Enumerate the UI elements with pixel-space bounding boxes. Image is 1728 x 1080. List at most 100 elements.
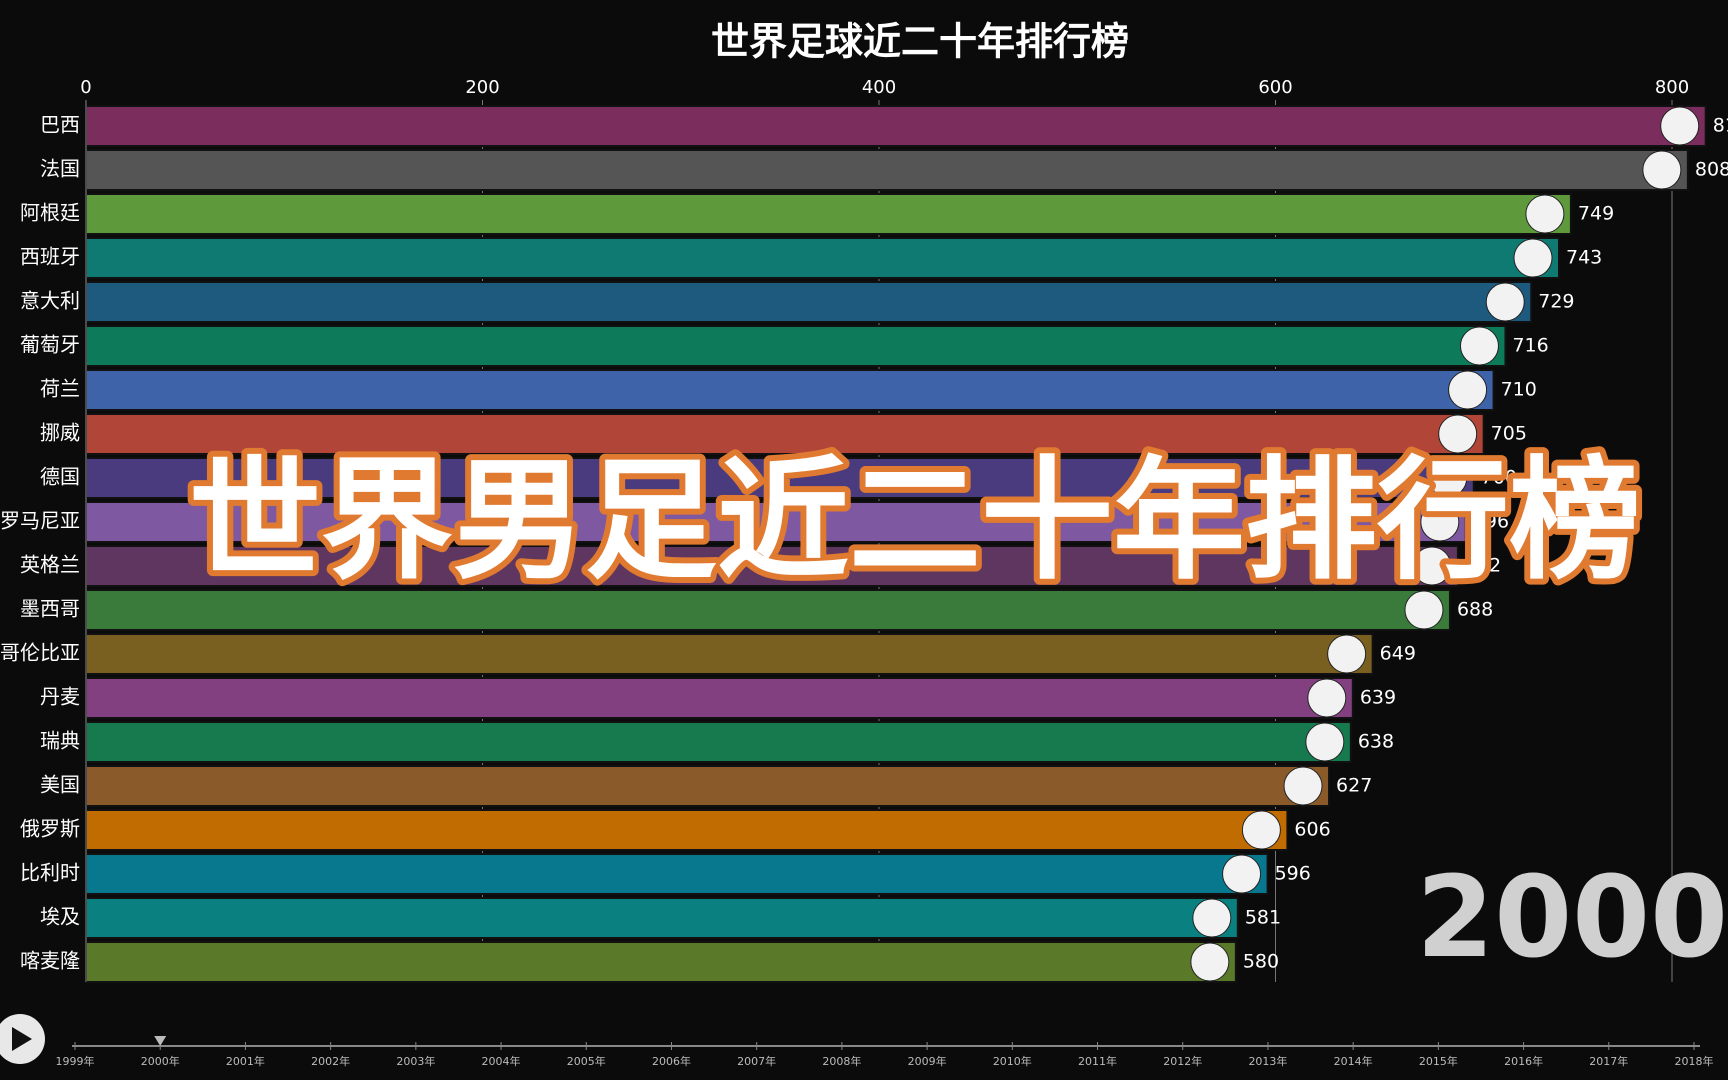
bar <box>85 633 1374 675</box>
value-label: 749 <box>1578 203 1614 225</box>
value-label: 692 <box>1465 555 1501 577</box>
timeline-label: 2002年 <box>311 1054 350 1068</box>
bar <box>85 853 1269 895</box>
flag <box>1412 546 1452 586</box>
flag <box>1448 370 1488 410</box>
category-label: 埃及 <box>40 905 80 929</box>
value-label: 638 <box>1358 731 1394 753</box>
timeline-label: 2003年 <box>396 1054 435 1068</box>
flag <box>1222 854 1262 894</box>
flag <box>1404 590 1444 630</box>
category-label: 德国 <box>40 465 80 489</box>
timeline-label: 2008年 <box>822 1054 861 1068</box>
category-label: 葡萄牙 <box>20 333 80 357</box>
bar <box>85 149 1689 191</box>
flag <box>1283 766 1323 806</box>
timeline-label: 2001年 <box>226 1054 265 1068</box>
flag <box>1642 150 1682 190</box>
x-tick-label: 0 <box>80 77 91 98</box>
category-label: 阿根廷 <box>20 201 80 225</box>
value-label: 649 <box>1380 643 1416 665</box>
category-label: 法国 <box>40 157 80 181</box>
category-label: 俄罗斯 <box>20 817 80 841</box>
category-label: 巴西 <box>40 113 80 137</box>
bar <box>85 237 1560 279</box>
category-label: 哥伦比亚 <box>0 641 80 665</box>
value-label: 696 <box>1473 511 1509 533</box>
value-label: 808 <box>1695 159 1728 181</box>
value-label: 700 <box>1481 467 1517 489</box>
timeline-label: 2009年 <box>908 1054 947 1068</box>
timeline-label: 2004年 <box>482 1054 521 1068</box>
play-button[interactable] <box>0 1014 45 1064</box>
timeline-marker <box>154 1036 167 1046</box>
timeline-label: 2016年 <box>1504 1054 1543 1068</box>
value-label: 817 <box>1713 115 1728 137</box>
timeline-label: 2011年 <box>1078 1054 1117 1068</box>
bar <box>85 369 1495 411</box>
flag <box>1525 194 1565 234</box>
flag <box>1438 414 1478 454</box>
flag <box>1241 810 1281 850</box>
value-label: 716 <box>1512 335 1548 357</box>
category-label: 罗马尼亚 <box>0 509 80 533</box>
bar <box>85 589 1451 631</box>
bar <box>85 765 1331 807</box>
flag <box>1190 942 1230 982</box>
value-label: 729 <box>1538 291 1574 313</box>
timeline-label: 2000年 <box>141 1054 180 1068</box>
flag <box>1660 106 1700 146</box>
timeline-label: 2010年 <box>993 1054 1032 1068</box>
current-year: 2000 <box>1416 853 1728 983</box>
value-label: 705 <box>1491 423 1527 445</box>
bars: 巴西 817 法国 808 阿根廷 749 西班牙 743 意大利 729 葡萄牙 716 荷兰 710 挪… <box>0 105 1728 983</box>
timeline-label: 2014年 <box>1334 1054 1373 1068</box>
timeline-label: 1999年 <box>56 1054 95 1068</box>
value-label: 581 <box>1245 907 1281 929</box>
bar <box>85 941 1237 983</box>
category-label: 挪威 <box>40 421 80 445</box>
value-label: 580 <box>1243 951 1279 973</box>
bar <box>85 193 1572 235</box>
bar <box>85 105 1707 147</box>
x-tick-label: 800 <box>1655 77 1689 98</box>
flag <box>1459 326 1499 366</box>
flag <box>1485 282 1525 322</box>
timeline: 1999年 2000年 2001年 2002年 2003年 2004年 2005年 2006年… <box>56 1036 1714 1068</box>
flag <box>1305 722 1345 762</box>
bar <box>85 677 1354 719</box>
category-label: 意大利 <box>20 289 80 313</box>
bar <box>85 545 1459 587</box>
timeline-label: 2007年 <box>737 1054 776 1068</box>
value-label: 596 <box>1275 863 1311 885</box>
timeline-label: 2006年 <box>652 1054 691 1068</box>
flag <box>1327 634 1367 674</box>
value-label: 606 <box>1294 819 1330 841</box>
timeline-label: 2005年 <box>567 1054 606 1068</box>
category-label: 比利时 <box>20 861 80 885</box>
value-label: 688 <box>1457 599 1493 621</box>
timeline-label: 2017年 <box>1589 1054 1628 1068</box>
x-tick-label: 200 <box>465 77 499 98</box>
timeline-label: 2018年 <box>1675 1054 1714 1068</box>
bar <box>85 897 1239 939</box>
x-tick-label: 400 <box>862 77 896 98</box>
timeline-label: 2012年 <box>1163 1054 1202 1068</box>
category-label: 喀麦隆 <box>20 949 80 973</box>
category-label: 西班牙 <box>20 245 80 269</box>
timeline-label: 2015年 <box>1419 1054 1458 1068</box>
chart-title: 世界足球近二十年排行榜 <box>711 20 1129 64</box>
value-label: 627 <box>1336 775 1372 797</box>
flag <box>1307 678 1347 718</box>
bar <box>85 457 1475 499</box>
category-label: 美国 <box>40 773 80 797</box>
bar <box>85 809 1289 851</box>
value-label: 743 <box>1566 247 1602 269</box>
flag <box>1513 238 1553 278</box>
category-label: 荷兰 <box>40 377 80 401</box>
value-label: 639 <box>1360 687 1396 709</box>
overlay-title: 世界男足近二十年排行榜 <box>189 444 1641 598</box>
timeline-label: 2013年 <box>1248 1054 1287 1068</box>
bar <box>85 413 1485 455</box>
